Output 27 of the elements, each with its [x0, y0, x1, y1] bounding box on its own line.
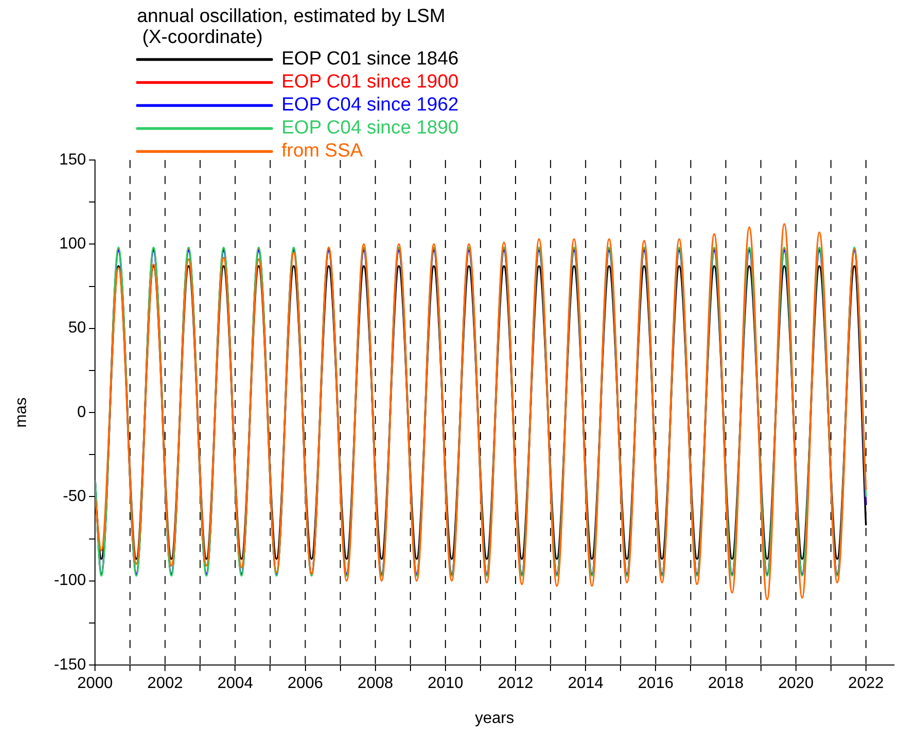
text: EOP C04 since 1890	[282, 118, 459, 139]
x-tick-label: 2008	[358, 675, 394, 692]
chart-title: annual oscillation, estimated by LSM (X-coordinate)	[137, 6, 446, 48]
text: EOP C04 since 1962	[282, 94, 459, 116]
x-axis-title: years	[474, 710, 514, 727]
x-tick-label: 2014	[568, 675, 604, 692]
y-tick-label: -100	[54, 572, 86, 590]
y-tick-label: -50	[62, 488, 86, 506]
text: from SSA	[282, 140, 364, 162]
y-axis-title: mas	[13, 397, 30, 428]
x-tick-label: 2012	[498, 675, 534, 692]
y-tick-label: 150	[59, 151, 86, 168]
x-tick-label: 2016	[638, 675, 674, 692]
x-tick-label: 2010	[428, 675, 464, 692]
y-tick-label: -150	[54, 656, 86, 674]
x-tick-label: 2006	[287, 675, 324, 692]
y-tick-label: 0	[77, 404, 86, 421]
x-tick-label: 2002	[147, 675, 183, 692]
x-tick-label: 2004	[217, 675, 254, 692]
text: EOP C01 since 1846	[282, 48, 459, 70]
x-tick-label: 2000	[77, 675, 113, 692]
x-tick-label: 2018	[708, 675, 744, 692]
y-tick-label: 50	[68, 320, 86, 337]
x-tick-label: 2022	[848, 675, 884, 692]
text: EOP C01 since 1900	[282, 72, 459, 93]
y-tick-label: 100	[59, 236, 86, 253]
x-tick-label: 2020	[778, 675, 814, 692]
